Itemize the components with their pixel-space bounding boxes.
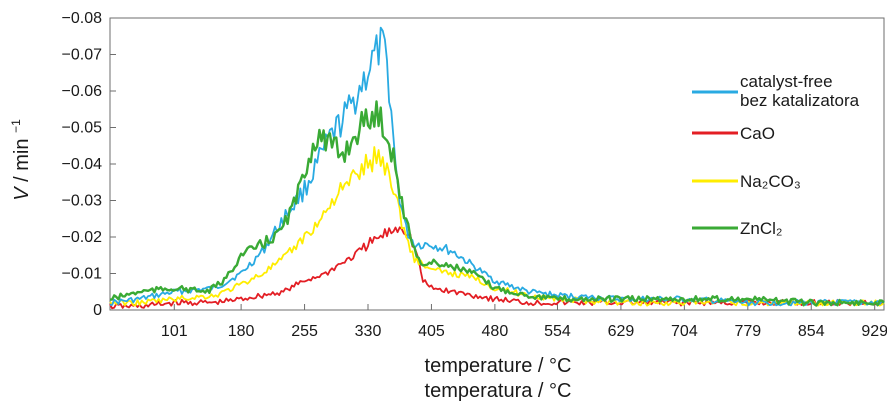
x-axis-title-line1: temperature / °C	[425, 355, 572, 377]
legend-label-line2: bez katalizatora	[740, 91, 860, 110]
y-tick-label: −0.06	[62, 83, 103, 100]
x-tick-label: 704	[671, 323, 698, 340]
x-tick-label: 554	[544, 323, 571, 340]
x-tick-label: 779	[734, 323, 761, 340]
y-tick-label: −0.03	[62, 193, 103, 210]
y-tick-label: −0.07	[62, 47, 103, 64]
series-line	[109, 100, 885, 307]
x-tick-label: 180	[228, 323, 255, 340]
series-line	[109, 226, 885, 310]
y-axis-title: V / min −1	[9, 119, 33, 201]
legend-label: catalyst-free	[740, 72, 833, 91]
x-tick-label: 629	[608, 323, 635, 340]
y-axis-ticks: 0 −0.01 −0.02 −0.03 −0.04 −0.05 −0.06 −0.07 −0.0…	[62, 10, 116, 319]
x-axis-title-line2: temperatura / °C	[425, 380, 572, 402]
x-tick-label: 480	[482, 323, 509, 340]
x-tick-label: 929	[861, 323, 887, 340]
series-line	[109, 26, 885, 307]
x-axis-ticks: 101 180 255 330 405 480 554 629 704 779 854 929	[161, 304, 887, 340]
y-tick-label: −0.02	[62, 229, 103, 246]
x-tick-label: 101	[161, 323, 188, 340]
x-tick-label: 405	[418, 323, 445, 340]
y-tick-label: −0.05	[62, 120, 103, 137]
series-layer	[109, 26, 885, 310]
y-tick-label: 0	[93, 302, 102, 319]
plot-frame	[109, 17, 885, 311]
y-axis-title-exp: −1	[9, 119, 23, 133]
x-tick-label: 255	[291, 323, 318, 340]
y-axis-title-var: V	[11, 186, 33, 201]
legend-label: CaO	[740, 124, 775, 143]
y-tick-label: −0.01	[62, 266, 103, 283]
plot-border	[109, 17, 885, 311]
y-tick-label: −0.04	[62, 156, 103, 173]
y-axis-title-unit: / min	[11, 139, 33, 182]
legend-label: ZnCl₂	[740, 219, 783, 238]
x-tick-label: 330	[355, 323, 382, 340]
legend-label: Na₂CO₃	[740, 172, 801, 191]
x-tick-label: 854	[798, 323, 825, 340]
y-tick-label: −0.08	[62, 10, 103, 27]
